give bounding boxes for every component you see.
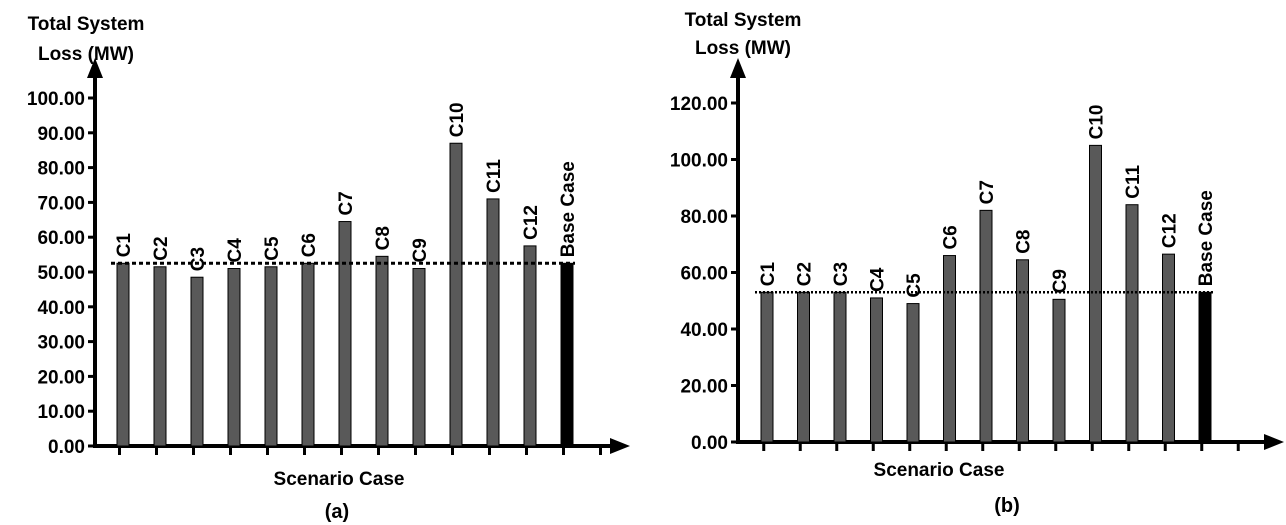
y-tick-label: 50.00 [37,263,85,284]
y-tick-label: 0.00 [48,437,85,458]
y-tick-label: 30.00 [37,333,85,354]
bar-label: C12 [521,205,542,240]
bar-label: C10 [447,102,468,137]
x-axis-label: Scenario Case [874,460,1005,481]
bar [153,266,167,447]
bar-label: C11 [484,159,505,193]
bar [760,291,774,443]
panel-label: (b) [994,495,1020,517]
bar-label: C4 [868,267,889,292]
bar [116,262,130,447]
bar-label: C3 [188,247,209,271]
y-tick-label: 60.00 [37,228,85,249]
bar [301,262,315,447]
bar [979,209,993,443]
bar [1016,259,1029,443]
bar [523,245,537,447]
x-axis-arrow [1264,434,1284,450]
bar [1162,253,1175,443]
bar [797,291,810,443]
bar-label: C1 [114,233,135,258]
y-tick-label: 40.00 [680,320,728,341]
y-tick-label: 100.00 [27,89,85,110]
bar-label: C10 [1087,105,1108,140]
bar [560,262,574,447]
bar [1089,144,1102,443]
y-tick-label: 60.00 [680,264,728,285]
bar-label: C7 [336,191,357,215]
bar [449,142,463,447]
y-tick-label: 40.00 [37,298,85,319]
bar [833,291,847,443]
bar-label: C9 [410,238,431,262]
bar [1125,204,1139,443]
bar-label: C8 [1014,229,1035,253]
bar [338,221,352,447]
bar-label: C8 [373,226,394,250]
bar [375,255,389,447]
y-axis-label-line: Loss (MW) [38,44,134,65]
bar [190,276,204,447]
bar [264,266,278,447]
y-tick-label: 80.00 [680,207,728,228]
bar-label: C9 [1050,269,1071,293]
y-tick-label: 80.00 [37,159,85,180]
bar [412,268,426,447]
chart-a: Total System Loss (MW) 0.00 10.00 20.00 30.00… [27,14,630,523]
bar-label: C12 [1160,213,1181,248]
bar-label: C4 [225,238,246,263]
bar-label: C5 [904,273,925,298]
y-axis-label-line: Total System [685,10,802,31]
y-tick-label: 100.00 [670,151,728,172]
bar [906,303,920,443]
bar [1198,291,1212,443]
y-tick-label: 90.00 [37,124,85,145]
y-tick-label: 10.00 [37,402,85,423]
y-axis-arrow [87,58,103,78]
x-axis-label: Scenario Case [274,469,405,490]
bar [1052,298,1066,443]
x-axis-arrow [610,438,630,454]
bar-label: C6 [941,225,962,249]
y-tick-label: 0.00 [691,433,728,454]
y-axis-label-line: Total System [28,14,145,35]
y-tick-label: 120.00 [670,94,728,115]
bar-label: C11 [1123,164,1144,198]
bar-label: C7 [977,180,998,204]
bar [870,297,883,443]
bar [486,198,500,447]
bar [943,255,956,443]
bar [227,268,241,447]
bar-label: C2 [795,262,816,286]
chart-b: Total System Loss (MW) 0.00 20.00 40.00 60.00… [670,10,1284,517]
bar-label: C5 [262,236,283,261]
bar-label: Base Case [1196,190,1217,286]
bar-label: C6 [299,233,320,257]
bar-label: C2 [151,236,172,260]
y-tick-label: 20.00 [680,377,728,398]
y-axis-arrow [730,58,746,78]
bar-label: Base Case [558,161,579,257]
y-tick-label: 20.00 [37,367,85,388]
y-tick-label: 70.00 [37,193,85,214]
bar-label: C1 [758,262,779,287]
panel-label: (a) [325,501,349,523]
y-axis-label-line: Loss (MW) [695,38,791,59]
bar-label: C3 [831,262,852,286]
